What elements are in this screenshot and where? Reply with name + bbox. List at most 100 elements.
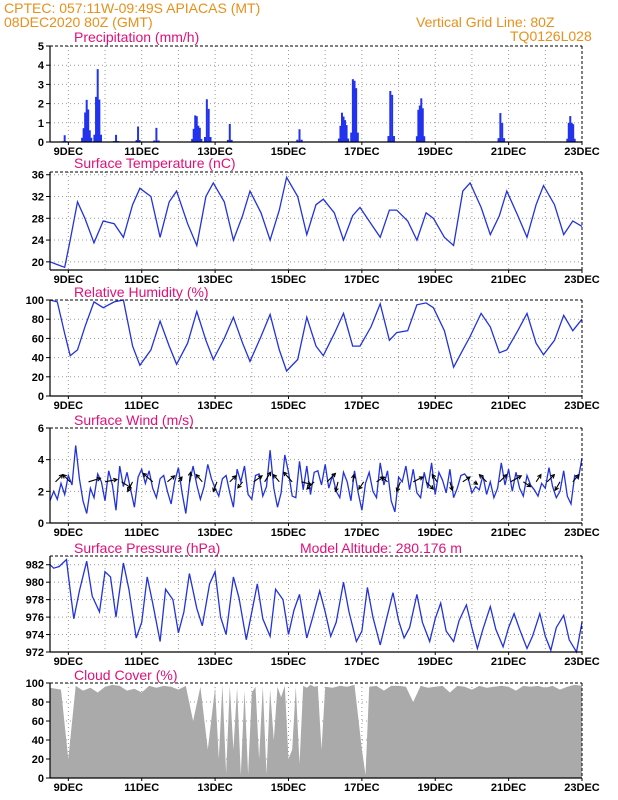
wind-vector-arrow [396,481,401,492]
pressure-xtick-label: 17DEC [344,656,380,668]
wind-vector-arrowhead [113,477,119,483]
wind-panel: 0 2 4 6 9DEC 11DEC 13DEC 15DEC 17DEC 19DEC 21DEC 23… [38,423,600,539]
wind-vector-arrow [546,474,555,483]
wind-vector-arrowhead [473,480,479,485]
wind-vector-arrow [306,481,315,490]
wind-vector-arrowhead [195,473,201,479]
temp-series-line [49,175,583,269]
wind-vector-arrow [104,478,118,483]
cloud-ytick-label: 100 [26,678,44,690]
precip-bar [342,116,345,142]
wind-vector-arrow [479,474,487,483]
wind-xtick-label: 15DEC [271,527,307,539]
pressure-xtick-label: 15DEC [271,656,307,668]
pressure-title: Surface Pressure (hPa) [74,540,221,556]
rh-ytick-label: 20 [32,372,44,384]
wind-vector-arrow [335,481,339,492]
wind-vector-arrow [212,481,218,492]
pressure-xtick-label: 21DEC [491,656,527,668]
wind-ytick-label: 0 [38,518,44,530]
temp-panel: 20 24 28 32 36 9DEC 11DEC 13DEC 15DEC 17DEC 19DEC 2… [32,170,600,286]
pressure-xtick-label: 13DEC [197,656,233,668]
precip-bar [503,138,506,142]
wind-vector-arrow [272,474,280,483]
wind-vector-arrowhead [465,476,471,481]
wind-vector-arrowhead [282,471,288,477]
wind-vector-arrowhead [358,485,363,490]
wind-vector-arrowhead [449,486,454,492]
pressure-xtick-label: 9DEC [54,656,83,668]
pressure-ytick-label: 982 [26,560,44,572]
cloud-xtick-label: 9DEC [54,782,83,794]
wind-vector-arrow [195,474,203,483]
precip-bar [573,138,576,142]
wind-vector-arrow [301,481,312,485]
precip-bar [207,108,210,142]
wind-vector-arrowhead [502,473,508,479]
precip-bar [300,139,303,142]
pressure-ytick-label: 976 [26,612,44,624]
wind-vector-arrowhead [127,487,132,493]
rh-title: Relative Humidity (%) [74,284,209,300]
cloud-ytick-label: 60 [32,716,44,728]
precip-bar [389,90,392,142]
precip-bar [96,69,99,142]
pressure-xtick-label: 23DEC [564,656,600,668]
pressure-series-line [49,558,583,654]
cloud-ytick-label: 20 [32,754,44,766]
wind-vector-arrowhead [306,485,311,490]
precip-bar [115,134,118,142]
wind-vector-arrow [449,481,453,491]
wind-ytick-label: 6 [38,423,44,435]
wind-vector-arrow [326,473,336,483]
precip-bar [499,113,502,142]
precip-bar [135,140,138,142]
pressure-ytick-label: 980 [26,577,44,589]
rh-ytick-label: 80 [32,314,44,326]
temp-ytick-label: 24 [32,235,45,247]
precip-xtick-label: 21DEC [491,146,527,158]
precip-bar [205,99,208,142]
precip-bar [200,138,203,142]
temp-ytick-label: 36 [32,170,44,182]
wind-vector-arrow [253,475,263,483]
precip-bar [417,109,420,142]
precip-bar [566,138,569,142]
wind-vector-arrowhead [306,481,313,486]
cloud-xtick-label: 23DEC [564,782,600,794]
temp-ytick-label: 32 [32,192,44,204]
wind-vector-arrow [358,481,365,490]
pressure-ytick-label: 978 [26,595,44,607]
rh-ytick-label: 0 [38,391,44,403]
wind-vector-arrowhead [554,486,559,492]
header-date-line: 08DEC2020 80Z (GMT) [4,14,153,30]
pressure-panel: 972 974 976 978 980 982 9DEC 11DEC 13DEC 15DEC 17D… [26,555,600,668]
temp-xtick-label: 11DEC [124,274,159,286]
rh-xtick-label: 13DEC [197,400,233,412]
rh-xtick-label: 23DEC [564,400,600,412]
precip-bar [391,94,394,142]
precip-bar [90,137,93,142]
wind-vector-arrow [522,481,531,488]
wind-vector-arrowhead [62,473,67,479]
precip-bar [569,116,572,142]
precip-bar [345,125,348,142]
cloud-panel: 0 20 40 60 80 100 9DEC 11DEC 13DEC 15DEC 17DEC 19DE… [26,678,600,794]
wind-vector-arrowhead [350,473,356,479]
wind-vector-arrow [425,481,434,490]
temp-xtick-label: 17DEC [344,274,380,286]
temp-ytick-label: 28 [32,213,44,225]
precip-bar [423,136,426,142]
pressure-xtick-label: 11DEC [124,656,159,668]
wind-vector-arrowhead [429,485,435,490]
wind-vector-arrow [431,474,438,483]
precip-bar [82,128,85,142]
wind-vector-arrowhead [237,483,242,489]
cloud-xtick-label: 13DEC [197,782,233,794]
wind-vector-arrow [283,471,293,483]
temp-xtick-label: 23DEC [564,274,600,286]
temp-xtick-label: 9DEC [54,274,83,286]
precip-bar [337,138,340,142]
precip-bar [137,126,140,142]
